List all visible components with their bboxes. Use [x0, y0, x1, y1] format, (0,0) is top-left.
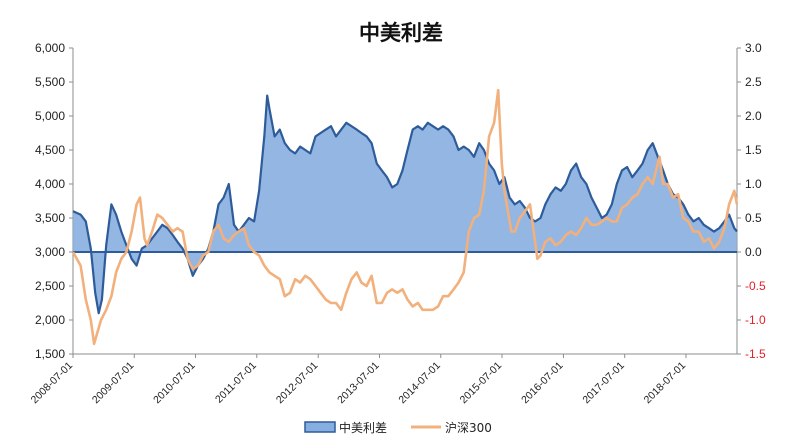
y-left-tick-label: 2,000 — [35, 313, 65, 327]
legend-label: 沪深300 — [445, 421, 492, 435]
y-right-tick-label: -0.5 — [745, 279, 766, 293]
legend: 中美利差 沪深300 — [304, 420, 492, 435]
chart-title: 中美利差 — [359, 21, 443, 45]
x-tick-label: 2017-07-01 — [580, 360, 627, 407]
y-right-tick-label: 1.0 — [745, 177, 762, 191]
y-right-tick-label: 3.0 — [745, 41, 762, 55]
y-right-tick-label: 2.0 — [745, 109, 762, 123]
x-tick-label: 2016-07-01 — [519, 360, 566, 407]
x-tick-label: 2015-07-01 — [458, 360, 505, 407]
x-tick-label: 2018-07-01 — [642, 360, 689, 407]
y-right-tick-label: 2.5 — [745, 75, 762, 89]
series-area-fill — [73, 95, 737, 314]
x-tick-label: 2011-07-01 — [213, 360, 259, 406]
y-left-tick-label: 2,500 — [35, 279, 65, 293]
y-left-tick-label: 3,000 — [35, 245, 65, 259]
y-right-tick-label: 1.5 — [745, 143, 762, 157]
y-right-tick-label: -1.5 — [745, 347, 766, 361]
legend-label: 中美利差 — [339, 420, 387, 435]
y-left-tick-label: 1,500 — [35, 347, 65, 361]
y-left-tick-label: 6,000 — [35, 41, 65, 55]
x-tick-label: 2010-07-01 — [151, 360, 198, 407]
series-layer — [71, 88, 739, 346]
y-right-tick-label: -1.0 — [745, 313, 766, 327]
legend-swatch — [304, 421, 336, 433]
y-left-tick-label: 3,500 — [35, 211, 65, 225]
series-line — [72, 94, 738, 315]
x-tick-label: 2012-07-01 — [274, 360, 321, 407]
x-tick-label: 2009-07-01 — [90, 360, 137, 407]
x-tick-label: 2008-07-01 — [29, 360, 76, 407]
y-left-tick-label: 4,000 — [35, 177, 65, 191]
y-left-tick-label: 5,000 — [35, 109, 65, 123]
x-tick-label: 2013-07-01 — [335, 360, 382, 407]
y-right-tick-label: 0.0 — [745, 245, 762, 259]
y-left-tick-label: 5,500 — [35, 75, 65, 89]
x-tick-label: 2014-07-01 — [396, 360, 443, 407]
y-left-tick-label: 4,500 — [35, 143, 65, 157]
y-right-tick-label: 0.5 — [745, 211, 762, 225]
series-line — [71, 88, 739, 346]
